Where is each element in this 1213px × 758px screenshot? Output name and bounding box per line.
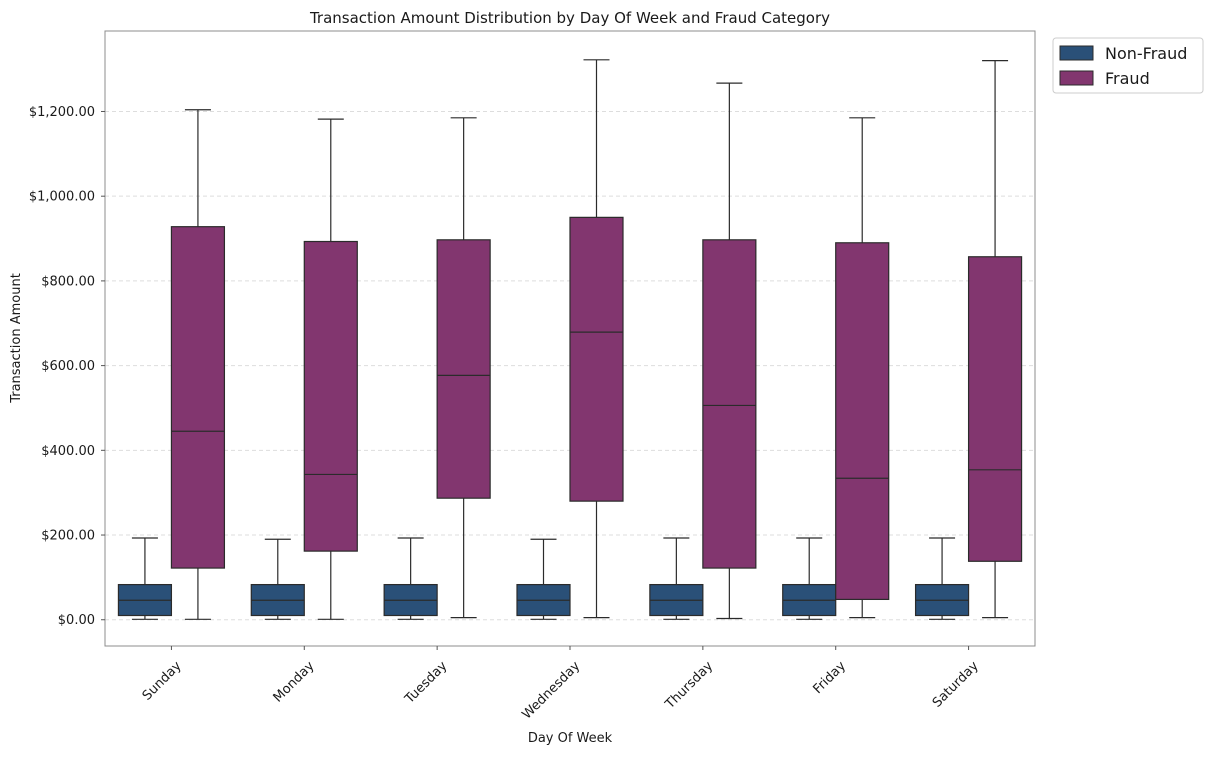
y-axis-label: Transaction Amount	[9, 273, 24, 404]
y-tick-label: $1,200.00	[29, 105, 95, 120]
legend-label-fraud: Fraud	[1105, 69, 1150, 88]
iqr-box	[835, 242, 890, 601]
box-non-fraud-friday	[782, 537, 837, 620]
box-fraud-sunday	[170, 109, 226, 620]
x-tick-label: Monday	[271, 658, 318, 705]
box-fraud-friday	[835, 117, 890, 619]
box-non-fraud-saturday	[914, 537, 970, 620]
box-non-fraud-monday	[250, 538, 305, 620]
legend-swatch-fraud	[1059, 70, 1094, 86]
box-non-fraud-tuesday	[383, 537, 438, 620]
y-tick-label: $0.00	[58, 613, 95, 628]
y-tick-label: $1,000.00	[29, 190, 95, 205]
x-tick-label: Sunday	[140, 658, 185, 703]
x-axis-label: Day Of Week	[528, 731, 613, 746]
iqr-box	[303, 240, 358, 552]
x-axis: Sunday Monday Tuesday Wednesday Thursday Frid…	[140, 646, 982, 722]
y-tick-label: $200.00	[41, 529, 95, 544]
plot-area	[117, 59, 1023, 620]
y-axis: $0.00 $200.00 $400.00 $600.00 $800.00 $1,000.…	[29, 105, 105, 628]
y-tick-label: $800.00	[41, 274, 95, 289]
iqr-box	[702, 239, 757, 569]
x-tick-label: Friday	[811, 658, 850, 697]
box-fraud-wednesday	[569, 59, 624, 619]
x-tick-label: Tuesday	[402, 658, 451, 707]
iqr-box	[170, 226, 226, 569]
y-tick-label: $600.00	[41, 359, 95, 374]
iqr-box	[967, 256, 1023, 562]
chart-title: Transaction Amount Distribution by Day O…	[309, 9, 830, 27]
x-tick-label: Thursday	[662, 658, 716, 712]
box-non-fraud-thursday	[649, 537, 704, 620]
iqr-box	[436, 239, 491, 499]
box-non-fraud-sunday	[117, 537, 173, 620]
box-fraud-monday	[303, 118, 358, 620]
box-fraud-thursday	[702, 82, 757, 620]
legend-swatch-non-fraud	[1059, 45, 1094, 61]
x-tick-label: Wednesday	[519, 658, 583, 722]
legend: Non-Fraud Fraud	[1052, 37, 1204, 94]
legend-label-non-fraud: Non-Fraud	[1105, 44, 1187, 63]
iqr-box	[569, 216, 624, 502]
box-fraud-saturday	[967, 60, 1023, 619]
box-non-fraud-wednesday	[516, 538, 571, 620]
y-tick-label: $400.00	[41, 444, 95, 459]
x-tick-label: Saturday	[930, 658, 982, 710]
box-fraud-tuesday	[436, 117, 491, 619]
